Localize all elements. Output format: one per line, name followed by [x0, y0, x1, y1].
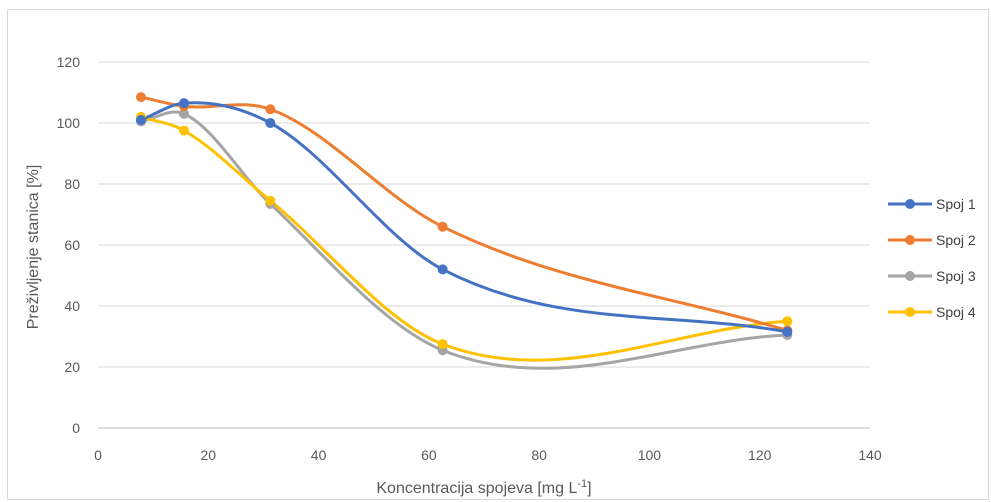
legend-item-1: Spoj 1: [888, 196, 976, 212]
y-tick-label: 80: [64, 176, 80, 192]
series-line-4: [139, 115, 789, 362]
legend-swatch-marker: [905, 271, 915, 281]
data-point-series-4: [782, 316, 793, 327]
series-points: [136, 92, 793, 356]
data-point-series-2: [437, 221, 448, 232]
legend-label: Spoj 3: [936, 268, 976, 284]
legend-item-3: Spoj 3: [888, 268, 976, 284]
y-tick-label: 40: [64, 298, 80, 314]
x-tick-label: 40: [311, 447, 327, 463]
x-tick-label: 0: [94, 447, 102, 463]
x-axis-ticks: 0 20 40 60 80 100 120 140: [94, 447, 882, 463]
y-tick-label: 100: [57, 115, 81, 131]
x-axis-title: Koncentracija spojeva [mg L-1]: [376, 478, 591, 497]
data-point-series-2: [136, 92, 147, 103]
series-line-3: [139, 110, 789, 370]
x-axis-title-superscript: -1: [577, 478, 587, 490]
x-tick-label: 20: [200, 447, 216, 463]
y-axis-title: Preživljenje stanica [%]: [25, 165, 42, 330]
data-point-series-1: [782, 326, 793, 337]
data-point-series-2: [265, 104, 276, 115]
x-tick-label: 120: [748, 447, 772, 463]
legend: Spoj 1 Spoj 2 Spoj 3 Spoj 4: [888, 196, 976, 320]
data-point-series-4: [265, 195, 276, 206]
data-point-series-4: [437, 339, 448, 350]
x-tick-label: 100: [638, 447, 662, 463]
x-tick-label: 80: [531, 447, 547, 463]
legend-label: Spoj 2: [936, 232, 976, 248]
chart-area: [7, 9, 989, 500]
gridlines: [98, 61, 870, 429]
y-tick-label: 0: [72, 420, 80, 436]
legend-swatch-marker: [905, 307, 915, 317]
series-line-1: [139, 101, 789, 334]
data-point-series-1: [437, 264, 448, 275]
data-point-series-1: [136, 114, 147, 125]
data-point-series-1: [265, 118, 276, 128]
x-axis-title-main: Koncentracija spojeva [mg L: [376, 480, 577, 497]
series-line-2: [139, 95, 789, 332]
y-tick-label: 20: [64, 359, 80, 375]
legend-label: Spoj 1: [936, 196, 976, 212]
y-tick-label: 120: [57, 54, 81, 70]
x-tick-label: 140: [858, 447, 882, 463]
data-point-series-1: [179, 98, 190, 109]
y-axis-ticks: 0 20 40 60 80 100 120: [57, 54, 81, 436]
data-point-series-4: [179, 125, 190, 136]
series-lines: [139, 95, 789, 370]
legend-item-4: Spoj 4: [888, 304, 976, 320]
data-point-series-3: [179, 108, 190, 119]
legend-label: Spoj 4: [936, 304, 976, 320]
y-tick-label: 60: [64, 237, 80, 253]
x-tick-label: 60: [421, 447, 437, 463]
legend-swatch-marker: [905, 235, 915, 245]
x-axis-title-suffix: ]: [587, 480, 591, 497]
legend-item-2: Spoj 2: [888, 232, 976, 248]
legend-swatch-marker: [905, 199, 915, 209]
